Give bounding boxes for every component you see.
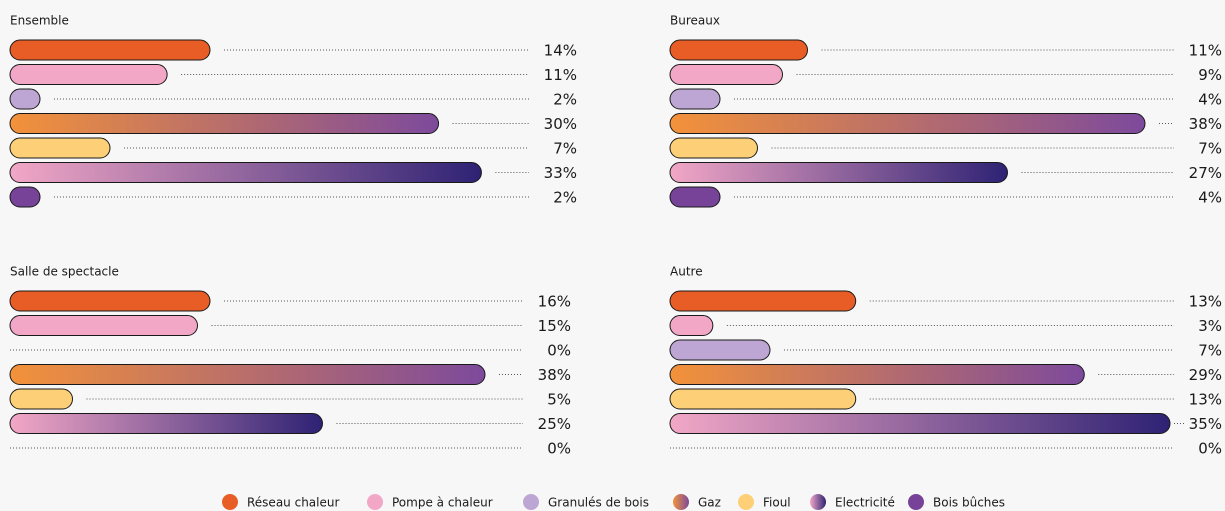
value-label: 13% (1189, 293, 1222, 311)
bar (9, 364, 486, 385)
value-label: 38% (1189, 115, 1222, 133)
bar (9, 113, 440, 134)
panel-title: Autre (670, 265, 703, 279)
bar (9, 315, 198, 336)
bar (9, 137, 111, 159)
bar (9, 388, 73, 410)
bar (9, 39, 211, 61)
legend-swatch (810, 494, 826, 510)
legend-swatch (738, 494, 754, 510)
bar (669, 39, 808, 61)
bar (669, 186, 721, 208)
bar (9, 186, 41, 208)
bar (9, 413, 323, 434)
value-label: 2% (553, 189, 577, 207)
bar (9, 162, 482, 183)
bar (669, 364, 1085, 385)
bar (669, 413, 1171, 434)
bar (9, 64, 168, 85)
panel-title: Bureaux (670, 14, 720, 28)
value-label: 9% (1198, 66, 1222, 84)
value-label: 35% (1189, 415, 1222, 433)
bar (669, 388, 857, 410)
legend-swatch (673, 494, 689, 510)
value-label: 4% (1198, 189, 1222, 207)
value-label: 3% (1198, 317, 1222, 335)
value-label: 0% (547, 440, 571, 458)
panel-title: Salle de spectacle (10, 265, 119, 279)
legend-swatch (367, 494, 383, 510)
value-label: 11% (544, 66, 577, 84)
value-label: 4% (1198, 91, 1222, 109)
value-label: 7% (553, 140, 577, 158)
legend-label: Gaz (698, 496, 721, 510)
value-label: 7% (1198, 140, 1222, 158)
bar (669, 137, 758, 159)
bar (669, 88, 721, 110)
value-label: 29% (1189, 366, 1222, 384)
bar (9, 290, 211, 312)
legend-label: Bois bûches (933, 496, 1005, 510)
legend-label: Granulés de bois (548, 496, 649, 510)
value-label: 25% (538, 415, 571, 433)
value-label: 14% (544, 42, 577, 60)
value-label: 13% (1189, 391, 1222, 409)
bar (669, 113, 1146, 134)
legend-label: Pompe à chaleur (392, 496, 493, 510)
bar (669, 290, 857, 312)
legend-label: Electricité (835, 496, 895, 510)
value-label: 11% (1189, 42, 1222, 60)
bar (669, 315, 714, 336)
value-label: 30% (544, 115, 577, 133)
value-label: 0% (1198, 440, 1222, 458)
value-label: 5% (547, 391, 571, 409)
legend-label: Réseau chaleur (247, 496, 339, 510)
value-label: 16% (538, 293, 571, 311)
legend-swatch (908, 494, 924, 510)
value-label: 27% (1189, 164, 1222, 182)
bar (669, 162, 1008, 183)
legend-swatch (222, 494, 238, 510)
bar (669, 64, 783, 85)
legend-label: Fioul (763, 496, 791, 510)
value-label: 15% (538, 317, 571, 335)
panel-title: Ensemble (10, 14, 69, 28)
value-label: 7% (1198, 342, 1222, 360)
bar (669, 339, 771, 361)
value-label: 33% (544, 164, 577, 182)
value-label: 0% (547, 342, 571, 360)
bar (9, 88, 41, 110)
legend-swatch (523, 494, 539, 510)
value-label: 2% (553, 91, 577, 109)
value-label: 38% (538, 366, 571, 384)
